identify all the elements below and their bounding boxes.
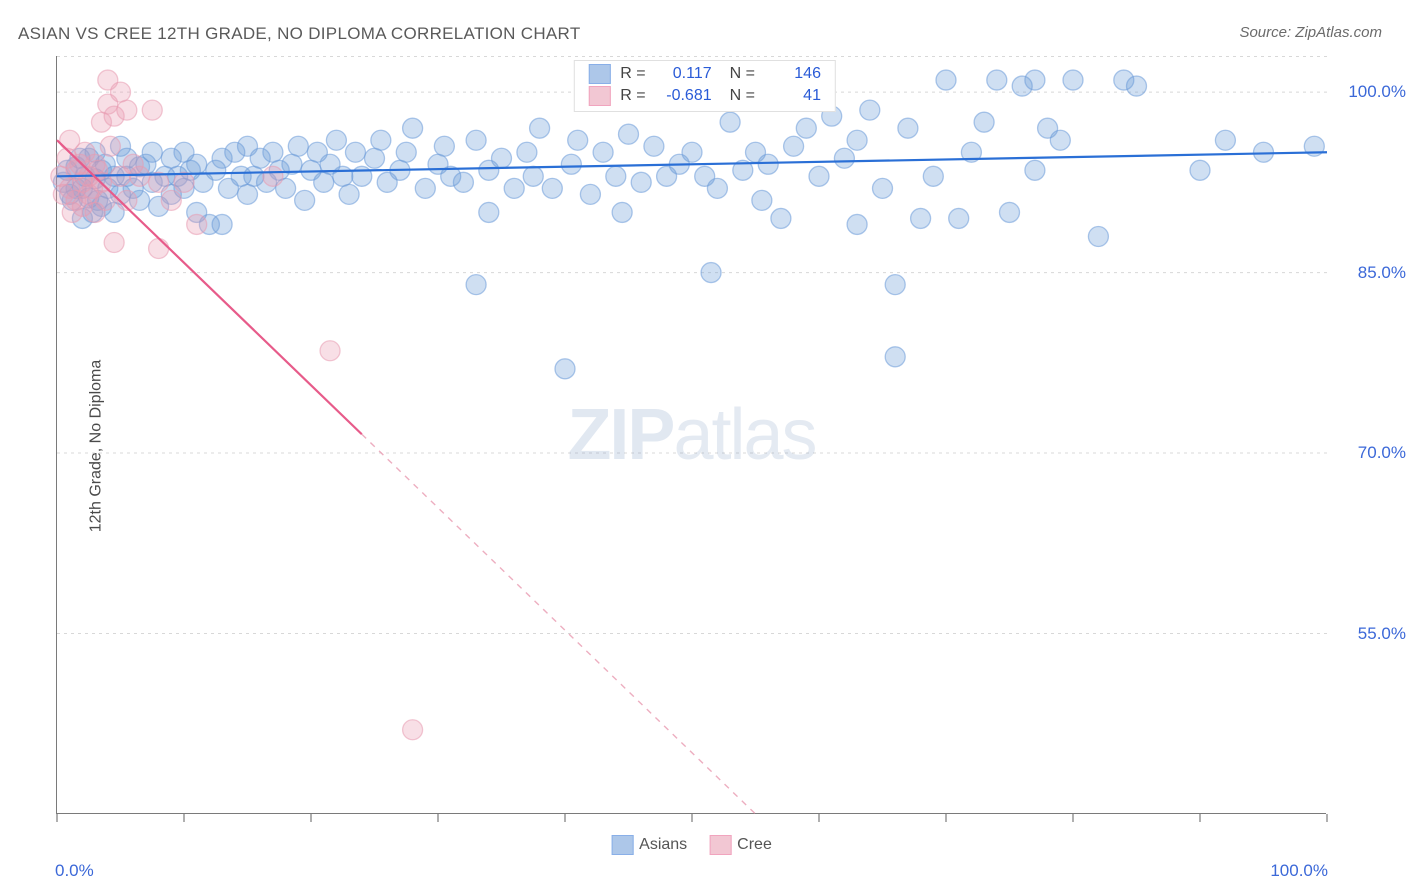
stats-row-cree: R = -0.681 N = 41	[574, 85, 835, 107]
stats-swatch-asians	[588, 64, 610, 84]
stats-r-cree: -0.681	[656, 87, 712, 105]
trendline-cree	[57, 140, 756, 814]
y-tick-label: 85.0%	[1358, 263, 1406, 283]
legend-swatch-asians	[611, 835, 633, 855]
plot-area: ZIPatlas 55.0%70.0%85.0%100.0% 0.0% 100.…	[56, 56, 1326, 814]
stats-n-cree: 41	[765, 87, 821, 105]
y-tick-label: 70.0%	[1358, 443, 1406, 463]
stats-swatch-cree	[588, 86, 610, 106]
source-attribution: Source: ZipAtlas.com	[1239, 24, 1382, 41]
stats-n-label: N =	[730, 65, 755, 83]
legend-item-cree: Cree	[709, 835, 772, 855]
scatter-series-asians	[53, 70, 1324, 379]
stats-row-asians: R = 0.117 N = 146	[574, 63, 835, 85]
stats-n-label-2: N =	[730, 87, 755, 105]
stats-box: R = 0.117 N = 146 R = -0.681 N = 41	[573, 60, 836, 112]
legend: Asians Cree	[611, 835, 772, 855]
x-tick-marks	[57, 814, 1327, 822]
chart-container: ASIAN VS CREE 12TH GRADE, NO DIPLOMA COR…	[0, 0, 1406, 892]
x-max-label: 100.0%	[1270, 861, 1328, 881]
legend-label-cree: Cree	[737, 836, 772, 854]
stats-r-asians: 0.117	[656, 65, 712, 83]
legend-label-asians: Asians	[639, 836, 687, 854]
legend-item-asians: Asians	[611, 835, 687, 855]
stats-n-asians: 146	[765, 65, 821, 83]
y-tick-label: 100.0%	[1348, 82, 1406, 102]
stats-r-label: R =	[620, 65, 645, 83]
legend-swatch-cree	[709, 835, 731, 855]
x-min-label: 0.0%	[55, 861, 94, 881]
stats-r-label-2: R =	[620, 87, 645, 105]
chart-title: ASIAN VS CREE 12TH GRADE, NO DIPLOMA COR…	[18, 24, 581, 44]
plot-svg	[57, 56, 1326, 813]
y-tick-label: 55.0%	[1358, 624, 1406, 644]
